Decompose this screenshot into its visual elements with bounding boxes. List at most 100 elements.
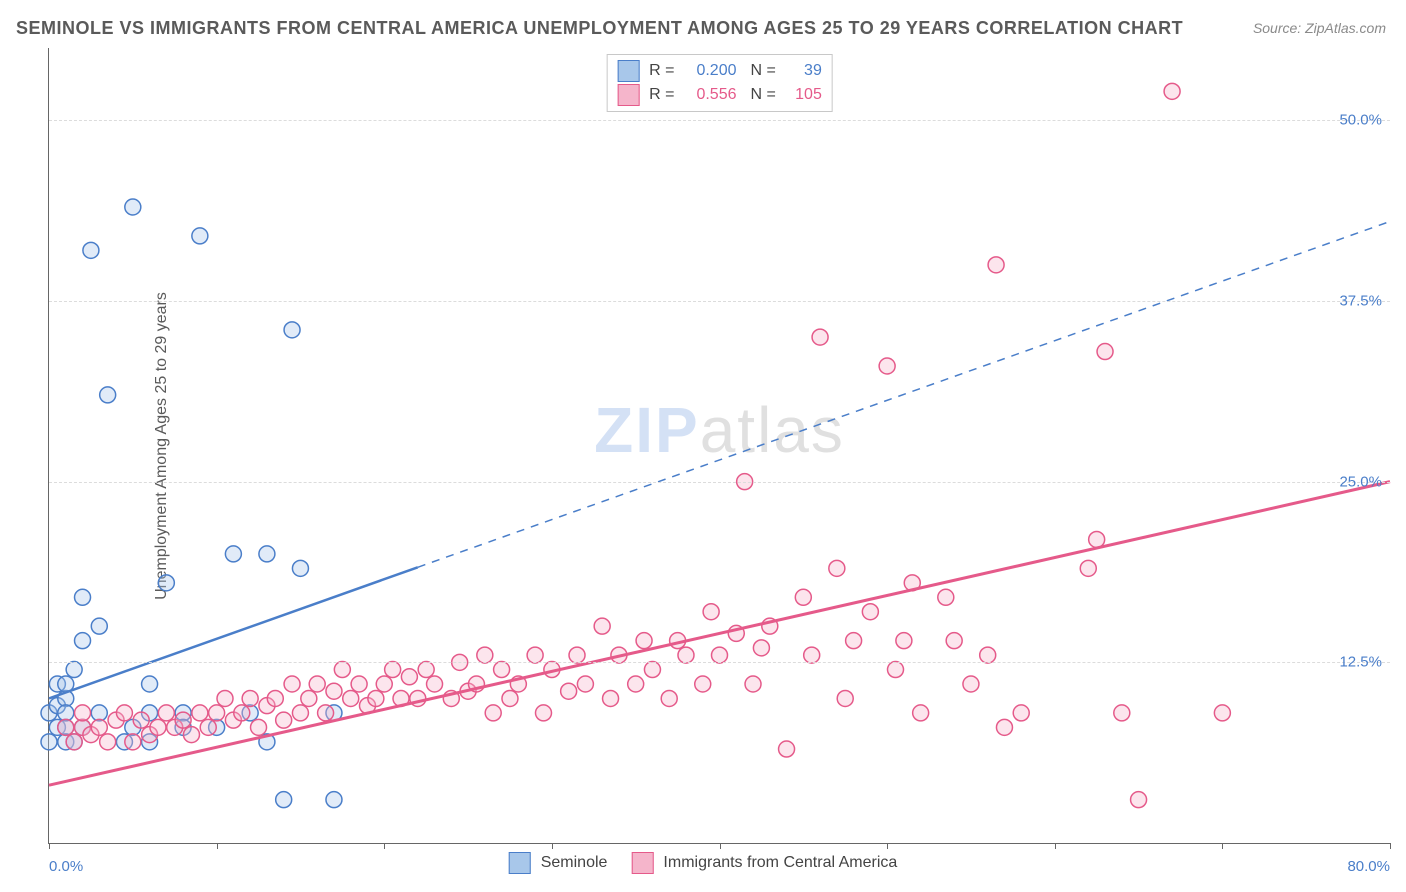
data-point [879, 358, 895, 374]
data-point [996, 719, 1012, 735]
data-point [628, 676, 644, 692]
stats-legend-row: R = 0.200 N =39 [617, 59, 822, 83]
data-point [284, 322, 300, 338]
data-point [125, 199, 141, 215]
plot-area: ZIPatlas R =0.200N =39R =0.556N =105 0.0… [48, 48, 1390, 844]
data-point [292, 705, 308, 721]
plot-svg [49, 48, 1390, 843]
data-point [1080, 560, 1096, 576]
data-point [116, 705, 132, 721]
legend-label: Seminole [541, 854, 608, 872]
data-point [301, 690, 317, 706]
data-point [779, 741, 795, 757]
data-point [318, 705, 334, 721]
regression-line-solid [49, 482, 1390, 786]
x-tick-mark [1055, 843, 1056, 849]
data-point [661, 690, 677, 706]
data-point [58, 705, 74, 721]
data-point [1097, 344, 1113, 360]
legend-swatch [617, 60, 639, 82]
r-value: 0.556 [681, 83, 737, 107]
data-point [91, 618, 107, 634]
data-point [896, 633, 912, 649]
data-point [703, 604, 719, 620]
y-tick-label: 25.0% [1339, 473, 1382, 490]
gridline-h [49, 482, 1390, 483]
data-point [494, 662, 510, 678]
legend-item: Immigrants from Central America [631, 852, 897, 874]
data-point [946, 633, 962, 649]
data-point [158, 705, 174, 721]
x-tick-mark [887, 843, 888, 849]
data-point [326, 683, 342, 699]
data-point [326, 792, 342, 808]
stats-legend: R =0.200N =39R =0.556N =105 [606, 54, 833, 112]
data-point [1214, 705, 1230, 721]
n-label: N = [751, 59, 776, 83]
data-point [142, 676, 158, 692]
data-point [712, 647, 728, 663]
x-tick-mark [384, 843, 385, 849]
data-point [334, 662, 350, 678]
data-point [636, 633, 652, 649]
data-point [963, 676, 979, 692]
data-point [829, 560, 845, 576]
data-point [527, 647, 543, 663]
n-label: N = [751, 83, 776, 107]
data-point [837, 690, 853, 706]
data-point [862, 604, 878, 620]
legend-label: Immigrants from Central America [663, 854, 897, 872]
gridline-h [49, 120, 1390, 121]
data-point [577, 676, 593, 692]
legend-swatch [631, 852, 653, 874]
x-axis-max-label: 80.0% [1347, 858, 1390, 875]
data-point [100, 734, 116, 750]
n-value: 39 [782, 59, 822, 83]
data-point [644, 662, 660, 678]
data-point [594, 618, 610, 634]
data-point [695, 676, 711, 692]
data-point [91, 705, 107, 721]
data-point [125, 734, 141, 750]
data-point [66, 662, 82, 678]
data-point [569, 647, 585, 663]
data-point [485, 705, 501, 721]
data-point [242, 690, 258, 706]
data-point [41, 734, 57, 750]
data-point [603, 690, 619, 706]
data-point [678, 647, 694, 663]
data-point [175, 712, 191, 728]
chart-title: SEMINOLE VS IMMIGRANTS FROM CENTRAL AMER… [16, 18, 1183, 39]
data-point [158, 575, 174, 591]
data-point [209, 705, 225, 721]
data-point [561, 683, 577, 699]
y-tick-label: 50.0% [1339, 112, 1382, 129]
legend-swatch [509, 852, 531, 874]
gridline-h [49, 301, 1390, 302]
source-label: Source: ZipAtlas.com [1253, 20, 1386, 36]
data-point [276, 712, 292, 728]
data-point [251, 719, 267, 735]
data-point [351, 676, 367, 692]
stats-legend-row: R =0.556N =105 [617, 83, 822, 107]
data-point [1013, 705, 1029, 721]
data-point [75, 633, 91, 649]
r-value: 0.200 [681, 59, 737, 83]
legend-item: Seminole [509, 852, 608, 874]
data-point [502, 690, 518, 706]
data-point [75, 589, 91, 605]
series-legend: Seminole Immigrants from Central America [509, 852, 898, 874]
x-tick-mark [1390, 843, 1391, 849]
chart-container: SEMINOLE VS IMMIGRANTS FROM CENTRAL AMER… [0, 0, 1406, 892]
data-point [192, 228, 208, 244]
data-point [988, 257, 1004, 273]
data-point [385, 662, 401, 678]
data-point [192, 705, 208, 721]
data-point [91, 719, 107, 735]
data-point [812, 329, 828, 345]
data-point [309, 676, 325, 692]
x-axis-min-label: 0.0% [49, 858, 83, 875]
data-point [225, 546, 241, 562]
r-label: R = [649, 59, 674, 83]
x-tick-mark [1222, 843, 1223, 849]
